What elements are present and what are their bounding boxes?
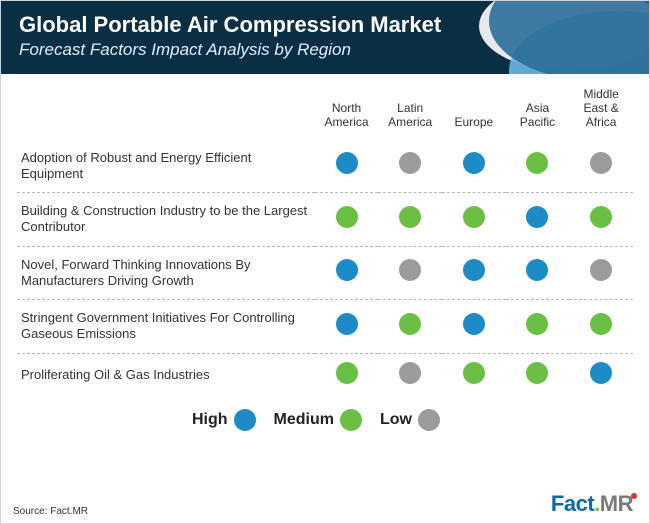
impact-cell — [442, 140, 506, 193]
high-dot-icon — [526, 206, 548, 228]
medium-dot-icon — [463, 206, 485, 228]
impact-cell — [569, 140, 633, 193]
factor-label: Proliferating Oil & Gas Industries — [17, 353, 315, 397]
low-dot-icon — [590, 259, 612, 281]
impact-matrix: North America Latin America Europe Asia … — [17, 82, 633, 396]
medium-dot-icon — [336, 206, 358, 228]
impact-cell — [315, 193, 379, 247]
impact-cell — [378, 140, 442, 193]
subtitle: Forecast Factors Impact Analysis by Regi… — [19, 40, 631, 60]
logo-dot-icon — [631, 493, 637, 499]
impact-cell — [315, 300, 379, 354]
impact-cell — [442, 353, 506, 397]
region-header: Europe — [442, 82, 506, 139]
region-header: Middle East & Africa — [569, 82, 633, 139]
impact-cell — [442, 300, 506, 354]
table-row: Adoption of Robust and Energy Efficient … — [17, 140, 633, 193]
impact-cell — [315, 140, 379, 193]
matrix-table-wrap: North America Latin America Europe Asia … — [1, 74, 649, 396]
impact-cell — [378, 353, 442, 397]
logo-mr: MR — [600, 491, 633, 516]
impact-cell — [506, 353, 570, 397]
high-dot-icon — [526, 259, 548, 281]
table-row: Proliferating Oil & Gas Industries — [17, 353, 633, 397]
medium-dot-icon — [336, 362, 358, 384]
logo-fact: Fact — [551, 491, 594, 516]
impact-cell — [506, 193, 570, 247]
medium-dot-icon — [526, 313, 548, 335]
factmr-logo: Fact.MR — [551, 491, 639, 517]
medium-dot-icon — [463, 362, 485, 384]
medium-dot-icon — [526, 362, 548, 384]
low-dot-icon — [399, 362, 421, 384]
legend-label: High — [192, 411, 228, 428]
impact-cell — [506, 140, 570, 193]
impact-cell — [569, 246, 633, 300]
impact-cell — [315, 353, 379, 397]
legend-label: Medium — [274, 411, 334, 428]
medium-dot-icon — [590, 206, 612, 228]
impact-cell — [569, 353, 633, 397]
impact-cell — [442, 246, 506, 300]
high-dot-icon — [463, 313, 485, 335]
high-dot-icon — [463, 259, 485, 281]
legend: High Medium Low — [1, 409, 649, 431]
table-row: Stringent Government Initiatives For Con… — [17, 300, 633, 354]
impact-cell — [506, 246, 570, 300]
impact-cell — [569, 193, 633, 247]
high-dot-icon — [336, 152, 358, 174]
infographic-frame: Global Portable Air Compression Market F… — [0, 0, 650, 524]
high-dot-icon — [336, 259, 358, 281]
high-dot-icon — [463, 152, 485, 174]
impact-cell — [378, 193, 442, 247]
medium-dot-icon — [590, 313, 612, 335]
high-dot-icon — [336, 313, 358, 335]
region-header: Latin America — [378, 82, 442, 139]
table-row: Building & Construction Industry to be t… — [17, 193, 633, 247]
region-header: North America — [315, 82, 379, 139]
impact-cell — [378, 300, 442, 354]
factor-label: Stringent Government Initiatives For Con… — [17, 300, 315, 354]
footer: Source: Fact.MR Fact.MR — [1, 487, 649, 523]
low-dot-icon — [418, 409, 440, 431]
medium-dot-icon — [399, 206, 421, 228]
region-header: Asia Pacific — [506, 82, 570, 139]
impact-cell — [506, 300, 570, 354]
impact-cell — [569, 300, 633, 354]
factor-label: Adoption of Robust and Energy Efficient … — [17, 140, 315, 193]
header: Global Portable Air Compression Market F… — [1, 1, 649, 74]
source-text: Source: Fact.MR — [13, 506, 88, 517]
low-dot-icon — [399, 259, 421, 281]
factor-header-blank — [17, 82, 315, 139]
medium-dot-icon — [340, 409, 362, 431]
low-dot-icon — [399, 152, 421, 174]
legend-label: Low — [380, 411, 412, 428]
low-dot-icon — [590, 152, 612, 174]
medium-dot-icon — [399, 313, 421, 335]
table-row: Novel, Forward Thinking Innovations By M… — [17, 246, 633, 300]
title: Global Portable Air Compression Market — [19, 13, 631, 37]
high-dot-icon — [590, 362, 612, 384]
high-dot-icon — [234, 409, 256, 431]
impact-cell — [442, 193, 506, 247]
impact-cell — [315, 246, 379, 300]
header-wave-deco — [449, 1, 649, 74]
factor-label: Building & Construction Industry to be t… — [17, 193, 315, 247]
impact-cell — [378, 246, 442, 300]
factor-label: Novel, Forward Thinking Innovations By M… — [17, 246, 315, 300]
medium-dot-icon — [526, 152, 548, 174]
